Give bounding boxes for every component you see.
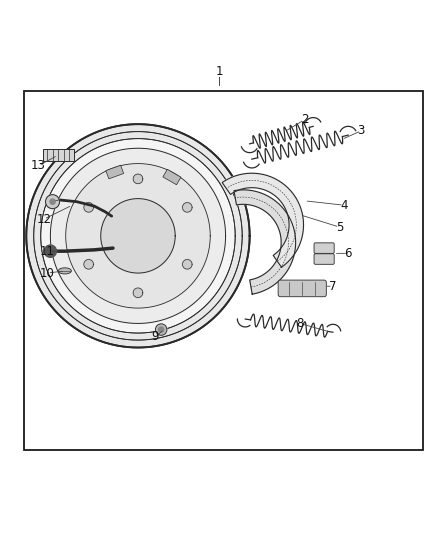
Polygon shape xyxy=(84,260,93,269)
Text: 8: 8 xyxy=(297,317,304,330)
Text: 3: 3 xyxy=(358,124,365,137)
Polygon shape xyxy=(101,199,175,273)
Text: 12: 12 xyxy=(36,213,51,225)
Polygon shape xyxy=(133,174,143,184)
Bar xyxy=(163,169,181,185)
Circle shape xyxy=(46,195,60,209)
Bar xyxy=(24,91,423,450)
Bar xyxy=(43,149,74,161)
Text: 9: 9 xyxy=(152,330,159,343)
Polygon shape xyxy=(222,173,304,267)
Circle shape xyxy=(50,199,55,204)
Polygon shape xyxy=(26,124,250,348)
FancyBboxPatch shape xyxy=(314,243,334,253)
Text: 4: 4 xyxy=(340,199,348,212)
Circle shape xyxy=(155,324,167,335)
Polygon shape xyxy=(183,203,192,212)
Text: 1: 1 xyxy=(215,65,223,78)
Ellipse shape xyxy=(58,268,71,274)
Text: 6: 6 xyxy=(344,247,352,260)
FancyBboxPatch shape xyxy=(314,254,334,264)
Bar xyxy=(106,165,124,179)
Polygon shape xyxy=(34,132,242,340)
Circle shape xyxy=(44,245,57,257)
Circle shape xyxy=(159,327,164,332)
Polygon shape xyxy=(50,148,226,324)
Polygon shape xyxy=(183,260,192,269)
Polygon shape xyxy=(66,164,210,308)
Polygon shape xyxy=(234,190,296,294)
Text: 10: 10 xyxy=(40,266,55,280)
Polygon shape xyxy=(84,203,93,212)
Text: 2: 2 xyxy=(300,114,308,126)
Text: 5: 5 xyxy=(336,221,343,233)
Text: 13: 13 xyxy=(31,159,46,172)
FancyBboxPatch shape xyxy=(278,280,326,297)
Polygon shape xyxy=(133,288,143,297)
Text: 11: 11 xyxy=(40,245,55,257)
Text: 7: 7 xyxy=(329,280,337,293)
